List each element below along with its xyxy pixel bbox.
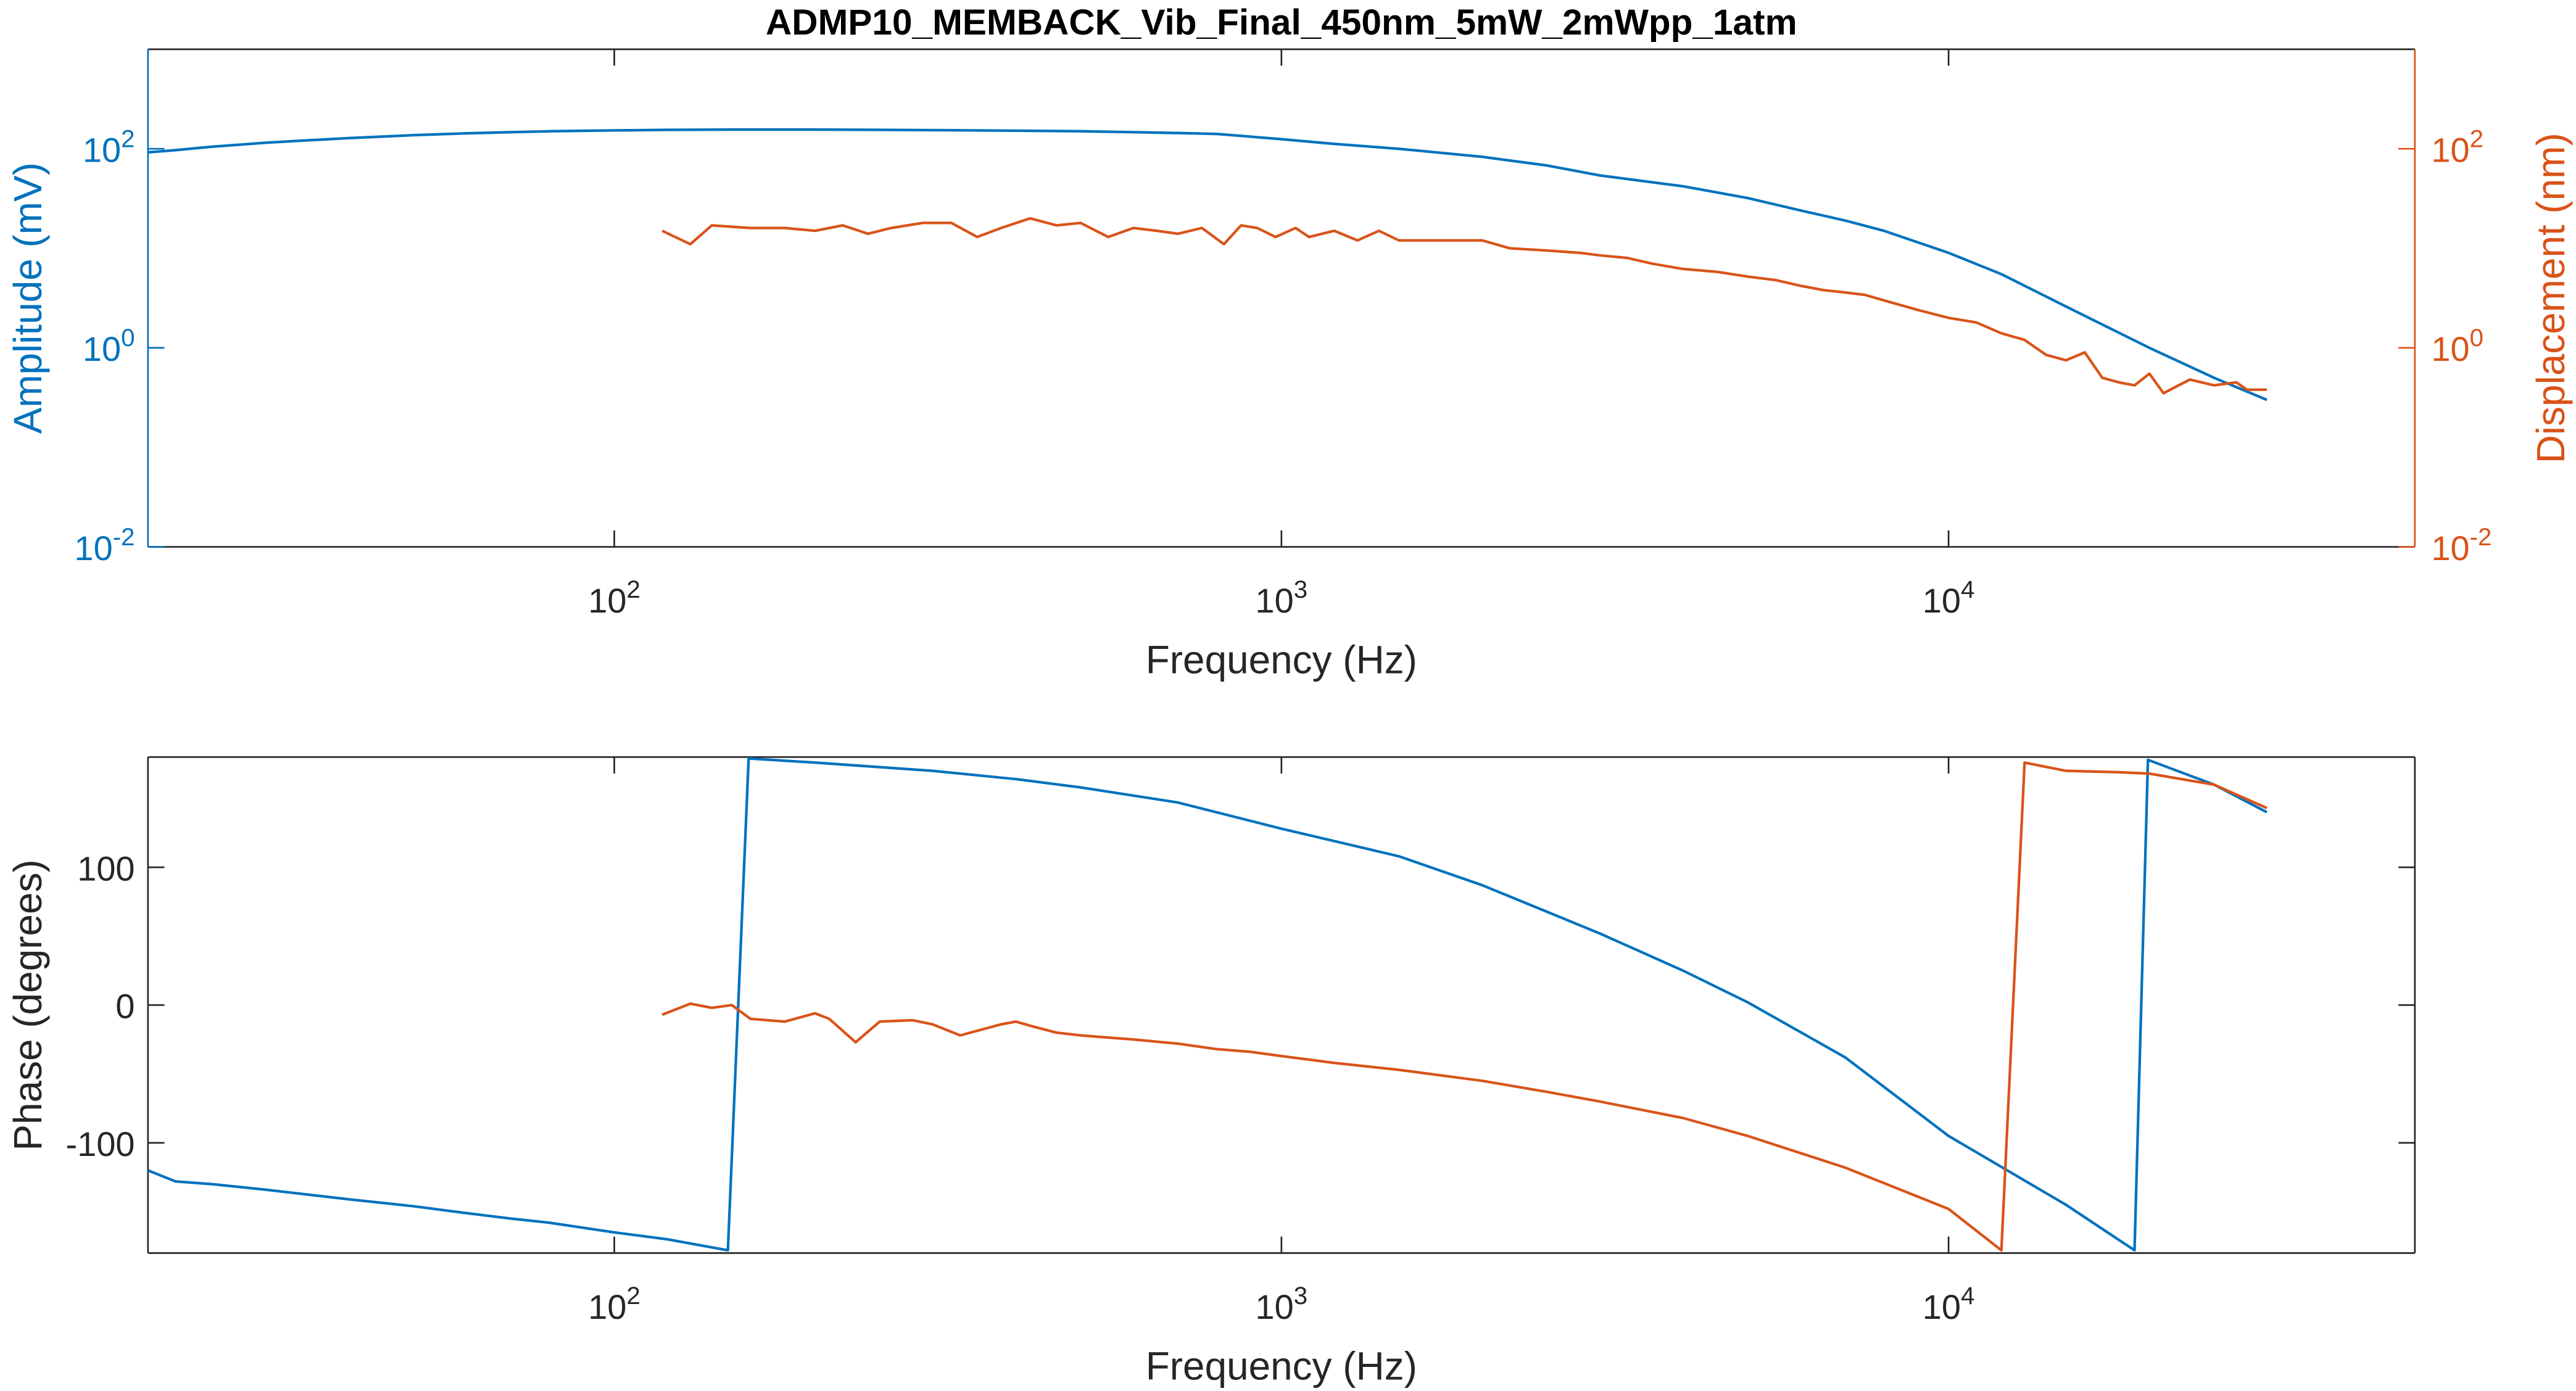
y-tick-label: 0 xyxy=(115,987,135,1026)
y2-tick-label: 102 xyxy=(2431,125,2483,170)
x-tick-label: 103 xyxy=(1256,576,1308,620)
x-axis-label: Frequency (Hz) xyxy=(1146,638,1417,682)
x-tick-label: 102 xyxy=(588,1282,640,1326)
y2-tick-label: 100 xyxy=(2431,324,2483,368)
y-axis-label: Phase (degrees) xyxy=(6,859,50,1150)
x-tick-label: 103 xyxy=(1256,1282,1308,1326)
data-line xyxy=(661,217,2267,395)
x-tick-label: 104 xyxy=(1923,576,1975,620)
x-axis-label: Frequency (Hz) xyxy=(1146,1344,1417,1388)
y-tick-label: 100 xyxy=(83,324,135,368)
data-line xyxy=(147,128,2267,402)
x-tick-label: 104 xyxy=(1923,1282,1975,1326)
data-line xyxy=(147,757,2267,1252)
y-axis-label: Amplitude (mV) xyxy=(6,162,50,434)
x-tick-label: 102 xyxy=(588,576,640,620)
y-tick-label: -100 xyxy=(66,1125,135,1163)
chart-title: ADMP10_MEMBACK_Vib_Final_450nm_5mW_2mWpp… xyxy=(766,2,1797,43)
y2-axis-label: Displacement (nm) xyxy=(2528,133,2573,463)
y-tick-label: 10-2 xyxy=(75,523,135,568)
data-line xyxy=(661,761,2267,1252)
y-tick-label: 102 xyxy=(83,125,135,170)
y2-tick-label: 10-2 xyxy=(2431,523,2491,568)
y-tick-label: 100 xyxy=(77,849,135,888)
